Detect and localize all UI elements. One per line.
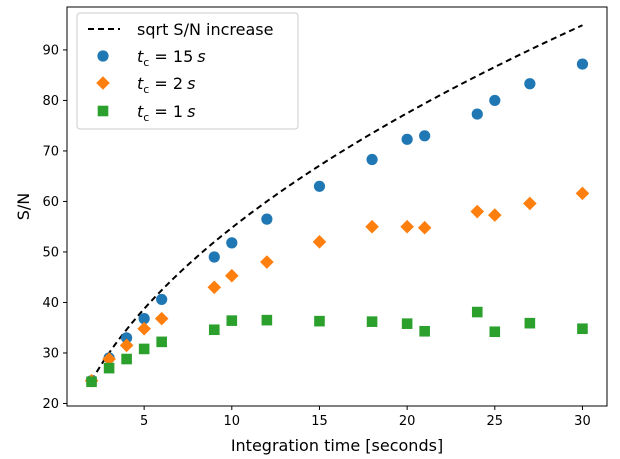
data-point — [312, 235, 327, 249]
data-point — [156, 293, 168, 306]
data-point — [401, 133, 413, 145]
data-point — [121, 353, 132, 365]
y-tick-label: 30 — [42, 346, 59, 361]
data-point — [225, 268, 239, 283]
data-point — [523, 196, 537, 211]
data-point — [260, 255, 274, 269]
y-tick-label: 70 — [42, 144, 59, 159]
legend-label: tc = 15 s — [137, 47, 206, 69]
y-tick-label: 20 — [42, 397, 59, 412]
legend-marker — [97, 50, 109, 62]
axes: 5 10 15 20 25 30 20 30 40 50 60 70 80 90 — [42, 6, 608, 429]
data-point — [226, 237, 238, 249]
y-tick-label: 40 — [42, 296, 59, 311]
x-tick-label: 20 — [399, 414, 416, 429]
data-point — [138, 343, 150, 355]
data-point — [208, 251, 220, 263]
y-tick-label: 80 — [42, 94, 59, 109]
data-point — [400, 219, 414, 234]
data-point — [314, 315, 325, 327]
data-point — [401, 318, 413, 329]
x-tick-label: 25 — [487, 414, 504, 429]
data-point — [261, 213, 273, 225]
data-point — [156, 336, 167, 348]
data-point — [137, 321, 151, 336]
data-point — [471, 108, 483, 120]
data-point — [524, 317, 536, 329]
data-point — [419, 325, 430, 337]
data-point — [524, 78, 536, 90]
x-tick-label: 30 — [574, 414, 591, 429]
data-point — [102, 352, 116, 366]
data-point — [419, 130, 431, 142]
plot-area — [84, 24, 590, 388]
data-point — [470, 204, 485, 219]
axes-frame — [66, 6, 608, 407]
data-point — [261, 314, 273, 326]
data-point — [489, 326, 501, 338]
data-point — [365, 219, 379, 234]
data-point — [487, 208, 502, 222]
legend-label-sqrt: sqrt S/N increase — [137, 20, 273, 39]
data-point — [417, 220, 432, 235]
x-tick-label: 10 — [224, 414, 241, 429]
x-tick-label: 5 — [140, 414, 148, 429]
data-point — [313, 180, 326, 192]
legend-box — [76, 12, 299, 130]
y-tick-label: 60 — [42, 195, 59, 210]
data-point — [489, 94, 501, 107]
data-point — [366, 153, 378, 166]
data-point — [138, 313, 150, 325]
data-point — [154, 311, 169, 326]
data-point — [103, 362, 115, 374]
data-point — [119, 338, 134, 353]
legend-marker — [97, 105, 109, 117]
data-point — [577, 323, 588, 335]
y-tick-label: 90 — [42, 43, 59, 58]
data-point — [86, 376, 97, 388]
x-axis-label: Integration time [seconds] — [231, 436, 443, 455]
data-point — [207, 280, 222, 295]
legend-marker — [96, 76, 110, 90]
series-square-points — [86, 306, 588, 388]
sqrt-curve-line — [90, 24, 583, 382]
data-point — [366, 316, 378, 327]
data-point — [208, 324, 220, 336]
y-tick-label: 50 — [42, 245, 59, 260]
data-point — [576, 58, 589, 70]
data-point — [226, 315, 238, 326]
data-point — [471, 306, 483, 318]
x-tick-label: 15 — [311, 414, 328, 429]
data-point — [575, 186, 590, 201]
data-point — [121, 332, 133, 344]
y-axis-label: S/N — [14, 193, 33, 221]
